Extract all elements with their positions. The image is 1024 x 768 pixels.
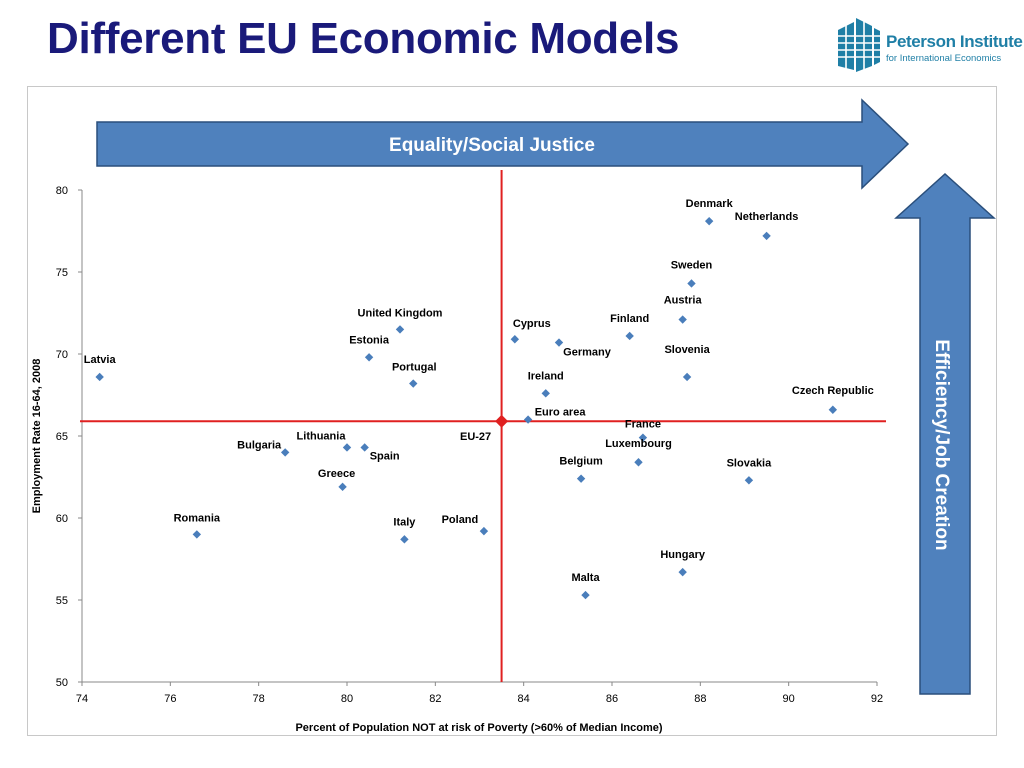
data-point-marker <box>687 279 696 288</box>
data-point-label: Austria <box>664 295 703 307</box>
data-point-marker <box>510 335 520 344</box>
data-point-label: Euro area <box>535 407 587 419</box>
data-point-marker <box>338 482 347 492</box>
data-point-label: Belgium <box>559 456 603 468</box>
slide-title: Different EU Economic Models <box>47 14 680 63</box>
vertical-arrow-label: Efficiency/Job Creation <box>931 339 952 550</box>
data-point-label: Cyprus <box>513 318 551 330</box>
x-tick-label: 76 <box>164 693 176 705</box>
data-point-label: Netherlands <box>735 211 799 223</box>
data-point-label: Romania <box>174 512 221 524</box>
logo-mark-icon <box>838 18 880 72</box>
data-point-marker <box>678 567 687 577</box>
x-tick-label: 88 <box>694 693 706 705</box>
x-axis-title: Percent of Population NOT at risk of Pov… <box>295 722 662 734</box>
y-tick-label: 70 <box>56 349 68 361</box>
data-point-marker <box>625 331 634 341</box>
data-points: Latvia Romania Bulgaria Lithuania Spain Greec… <box>84 198 874 600</box>
y-tick-label: 75 <box>56 267 68 279</box>
data-point-marker <box>342 443 352 452</box>
data-point-marker <box>479 526 489 536</box>
data-point-marker <box>678 315 687 324</box>
data-point-marker <box>541 389 550 398</box>
data-point-label: Ireland <box>528 370 564 382</box>
horizontal-arrow-shape <box>96 98 910 190</box>
x-tick-label: 84 <box>518 693 530 705</box>
data-point-marker <box>762 231 771 241</box>
data-point-label: United Kingdom <box>358 307 443 319</box>
data-point-label: Poland <box>442 514 479 526</box>
x-tick-label: 90 <box>783 693 795 705</box>
data-point-label: Czech Republic <box>792 385 874 397</box>
data-point-label: Lithuania <box>297 430 347 442</box>
y-tick-label: 60 <box>56 513 68 525</box>
y-tick-label: 65 <box>56 431 68 443</box>
data-point-label: Slovenia <box>664 344 710 356</box>
data-point-label: Luxembourg <box>605 438 672 450</box>
peterson-institute-logo: Peterson Institute for International Eco… <box>836 16 1023 76</box>
data-point-marker <box>360 443 369 452</box>
data-point-marker <box>395 325 405 334</box>
x-tick-label: 80 <box>341 693 353 705</box>
data-point-label: Bulgaria <box>237 439 282 451</box>
data-point-label: Denmark <box>686 198 734 210</box>
vertical-arrow-shape <box>894 172 996 695</box>
data-point-marker <box>280 448 290 457</box>
data-point-marker <box>95 372 104 382</box>
data-point-label: Hungary <box>660 549 706 561</box>
data-point-marker <box>554 338 564 347</box>
data-point-marker <box>523 415 533 424</box>
data-point-label: Slovakia <box>727 457 773 469</box>
data-point-marker <box>192 530 202 539</box>
data-point-label: Greece <box>318 468 355 480</box>
data-point-marker <box>364 353 374 362</box>
data-point-marker <box>400 535 409 544</box>
x-tick-label: 86 <box>606 693 618 705</box>
data-point-label: Malta <box>571 572 600 584</box>
data-point-label: France <box>625 419 661 431</box>
data-point-marker <box>638 433 648 442</box>
data-point-label: Estonia <box>349 334 390 346</box>
data-point-label: Italy <box>393 516 416 528</box>
data-point-marker <box>581 590 590 600</box>
data-point-label: Latvia <box>84 354 117 366</box>
data-point-marker <box>704 216 714 226</box>
data-point-marker <box>409 379 418 388</box>
data-point-label: Portugal <box>392 362 437 374</box>
y-tick-label: 80 <box>56 185 68 197</box>
x-tick-label: 82 <box>429 693 441 705</box>
equality-arrow: Equality/Social Justice <box>96 98 910 190</box>
data-point-marker <box>828 405 838 414</box>
x-tick-label: 92 <box>871 693 883 705</box>
logo-name: Peterson Institute <box>886 32 1023 51</box>
x-tick-label: 74 <box>76 693 88 705</box>
data-point-label: Germany <box>563 347 612 359</box>
x-tick-label: 78 <box>253 693 265 705</box>
eu27-reference-label: EU-27 <box>460 431 491 443</box>
data-point-label: Sweden <box>671 259 713 271</box>
y-tick-label: 50 <box>56 677 68 689</box>
horizontal-arrow-label: Equality/Social Justice <box>389 135 595 156</box>
y-axis-title: Employment Rate 16-64, 2008 <box>31 359 43 514</box>
data-point-marker <box>634 458 643 467</box>
y-tick-label: 55 <box>56 595 68 607</box>
efficiency-arrow: Efficiency/Job Creation <box>894 172 996 695</box>
data-point-label: Spain <box>370 450 400 462</box>
data-point-marker <box>744 476 754 485</box>
eu27-reference-marker <box>495 414 509 428</box>
data-point-marker <box>576 474 586 483</box>
logo-subtitle: for International Economics <box>886 53 1002 64</box>
axis-ticks: 74 76 78 80 82 84 86 88 90 92 50 55 60 65 70 75 80 <box>56 185 883 705</box>
data-point-label: Finland <box>610 313 649 325</box>
data-point-marker <box>682 372 692 382</box>
reference-lines <box>80 170 886 682</box>
